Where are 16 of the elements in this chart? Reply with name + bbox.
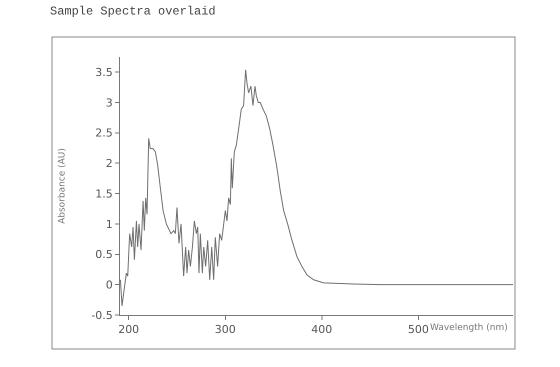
x-tick-label: 200 xyxy=(118,323,140,336)
x-axis-title: Wavelength (nm) xyxy=(430,323,508,333)
x-tick-label: 400 xyxy=(311,323,332,336)
y-tick-label: 3 xyxy=(106,96,113,110)
y-axis-title: Absorbance (AU) xyxy=(58,148,68,224)
y-tick-label: -0.5 xyxy=(91,308,113,322)
y-tick-label: 3.5 xyxy=(95,66,113,80)
x-tick-label: 300 xyxy=(214,323,236,336)
y-tick-label: 2 xyxy=(106,157,113,170)
y-tick-label: 1.5 xyxy=(95,187,113,200)
y-tick-label: 0.5 xyxy=(95,248,113,262)
chart-title: Sample Spectra overlaid xyxy=(50,4,216,18)
y-tick-label: 2.5 xyxy=(95,126,113,140)
y-tick-label: 1 xyxy=(106,218,113,231)
y-tick-label: 0 xyxy=(106,278,113,292)
x-tick-label: 500 xyxy=(408,323,429,336)
